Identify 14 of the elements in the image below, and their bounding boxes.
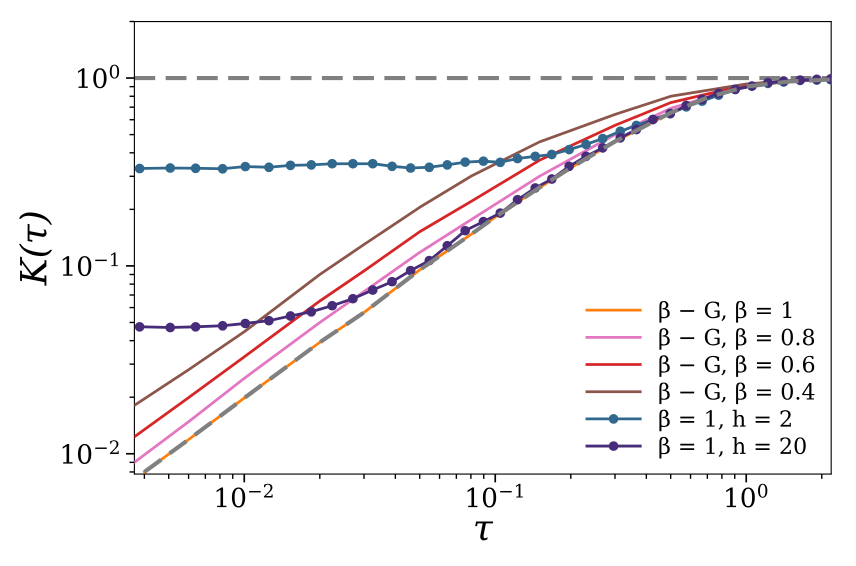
y-tick-label: 10$^{−2}$ xyxy=(62,440,119,464)
legend-label: β − G, β = 0.8 xyxy=(659,328,814,350)
y-axis-title: K(τ) xyxy=(18,212,52,286)
x-axis-title: τ xyxy=(475,521,494,540)
legend-label: β = 1, h = 20 xyxy=(659,436,806,458)
legend-label: β − G, β = 0.4 xyxy=(659,382,815,404)
x-tick-label: 10$^{0}$ xyxy=(726,484,768,508)
y-tick-label: 10$^{0}$ xyxy=(78,64,120,88)
x-tick-label: 10$^{−2}$ xyxy=(216,484,273,508)
legend-label: β − G, β = 0.6 xyxy=(659,355,814,377)
legend-label: β − G, β = 1 xyxy=(659,300,792,323)
y-tick-label: 10$^{−1}$ xyxy=(62,252,118,276)
x-tick-label: 10$^{−1}$ xyxy=(468,484,523,508)
legend-label: β = 1, h = 2 xyxy=(659,410,791,432)
